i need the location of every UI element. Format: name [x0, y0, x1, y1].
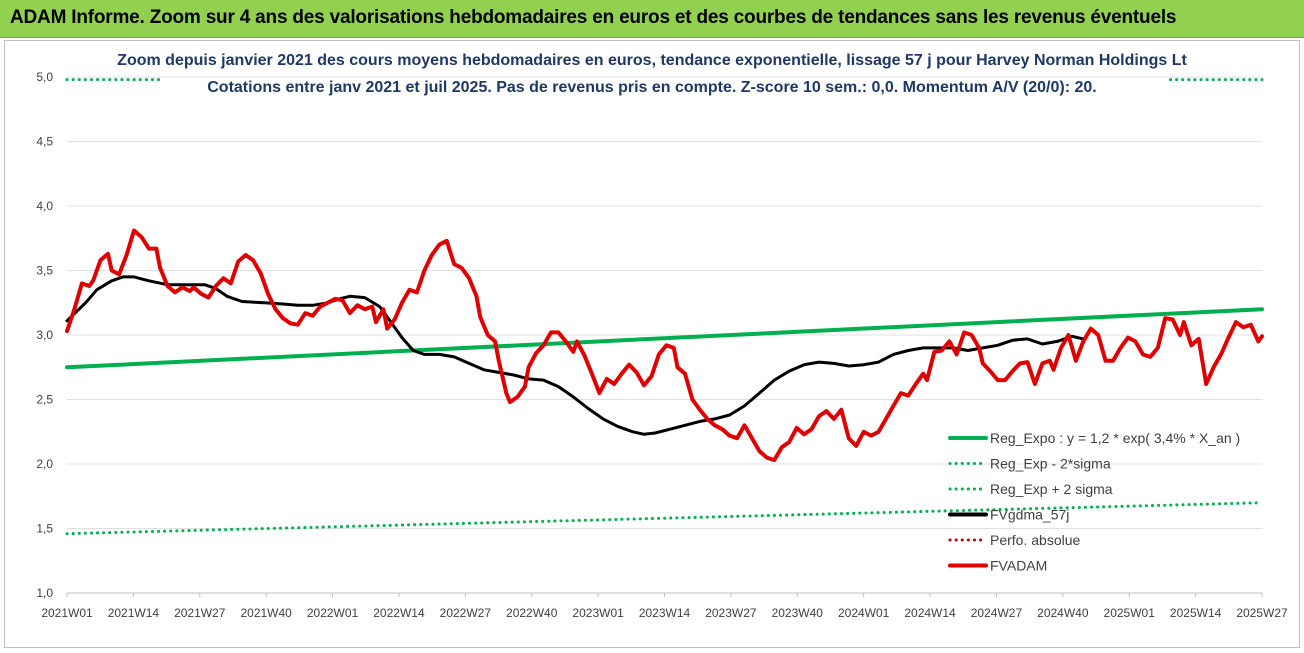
- legend: Reg_Expo : y = 1,2 * exp( 3,4% * X_an ) R…: [948, 430, 1240, 574]
- x-tick-label: 2021W40: [240, 606, 292, 620]
- x-tick-label: 2023W27: [705, 606, 757, 620]
- y-tick-label: 2,5: [36, 393, 53, 407]
- x-tick-label: 2024W40: [1037, 606, 1089, 620]
- series-reg-expo: [65, 307, 1264, 370]
- y-tick-label: 2,0: [36, 457, 53, 471]
- series-fvadam: [65, 228, 1264, 463]
- x-axis-ticks: 2021W01 2021W14 2021W27 2021W40 2022W01 2022W…: [41, 606, 1288, 620]
- series-fvgdma: [65, 275, 1085, 436]
- x-tick-label: 2022W01: [307, 606, 359, 620]
- x-tick-label: 2024W01: [838, 606, 890, 620]
- y-tick-label: 1,5: [36, 522, 53, 536]
- y-tick-label: 3,5: [36, 264, 53, 278]
- x-tick-label: 2025W01: [1104, 606, 1156, 620]
- x-tick-label: 2021W27: [174, 606, 226, 620]
- legend-label: FVgdma_57j: [990, 507, 1069, 523]
- x-tick-label: 2025W14: [1170, 606, 1222, 620]
- legend-label: Perfo. absolue: [990, 532, 1080, 548]
- x-tick-label: 2024W14: [904, 606, 956, 620]
- x-tick-label: 2024W27: [971, 606, 1023, 620]
- legend-label: Reg_Expo : y = 1,2 * exp( 3,4% * X_an ): [990, 430, 1240, 446]
- report-banner: ADAM Informe. Zoom sur 4 ans des valoris…: [0, 0, 1304, 38]
- legend-label: FVADAM: [990, 558, 1047, 574]
- x-tick-label: 2022W14: [373, 606, 425, 620]
- legend-label: Reg_Exp - 2*sigma: [990, 456, 1111, 472]
- series-lower-band: [65, 501, 1264, 536]
- y-tick-label: 3,0: [36, 328, 53, 342]
- y-tick-label: 5,0: [36, 70, 53, 84]
- y-axis-ticks: 1,0 1,5 2,0 2,5 3,0 3,5 4,0 4,5 5,0: [36, 70, 53, 600]
- report-title: ADAM Informe. Zoom sur 4 ans des valoris…: [10, 7, 1177, 28]
- chart-title: Zoom depuis janvier 2021 des cours moyen…: [117, 52, 1187, 69]
- y-tick-label: 1,0: [36, 586, 53, 600]
- x-tick-label: 2023W14: [639, 606, 691, 620]
- x-tick-label: 2022W40: [506, 606, 558, 620]
- x-tick-label: 2025W27: [1236, 606, 1288, 620]
- x-tick-label: 2021W01: [41, 606, 93, 620]
- legend-label: Reg_Exp + 2 sigma: [990, 481, 1113, 497]
- x-tick-label: 2023W01: [572, 606, 624, 620]
- x-tick-label: 2022W27: [440, 606, 492, 620]
- x-tick-label: 2021W14: [108, 606, 160, 620]
- y-tick-label: 4,0: [36, 199, 53, 213]
- x-tick-label: 2023W40: [772, 606, 824, 620]
- series-lines: [65, 78, 1264, 536]
- grid-lines: [66, 76, 1263, 597]
- y-tick-label: 4,5: [36, 135, 53, 149]
- chart-subtitle: Cotations entre janv 2021 et juil 2025. …: [207, 79, 1097, 96]
